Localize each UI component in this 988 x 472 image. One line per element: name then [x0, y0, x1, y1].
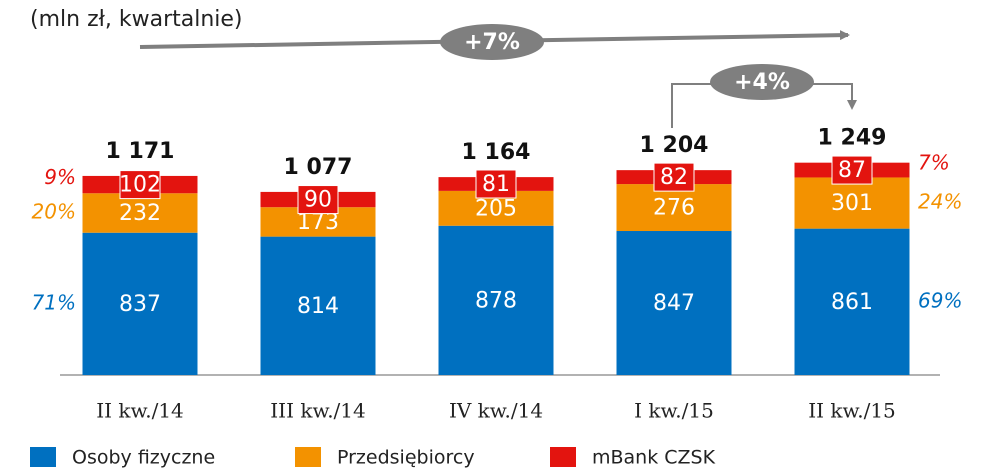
legend-label: Przedsiębiorcy [337, 447, 475, 469]
total-label: 1 204 [640, 133, 709, 158]
value-label: 205 [475, 196, 517, 221]
x-tick-label: I kw./15 [634, 399, 714, 423]
bar-segment [260, 236, 376, 375]
label-box [831, 155, 873, 185]
x-tick-label: II kw./14 [96, 399, 184, 423]
value-label: 81 [482, 172, 510, 197]
bar-segment [616, 184, 732, 232]
value-label: 82 [660, 165, 688, 190]
value-label: 847 [653, 291, 695, 316]
total-label: 1 077 [284, 155, 353, 180]
bar-segment [794, 177, 910, 229]
share-label: 69% [918, 288, 962, 312]
share-label: 9% [44, 165, 76, 189]
legend-label: mBank CZSK [592, 447, 716, 469]
share-label: 71% [32, 290, 76, 314]
label-box [119, 170, 161, 200]
total-label: 1 164 [462, 140, 531, 165]
value-label: 861 [831, 290, 873, 315]
bar-segment [82, 232, 198, 375]
legend-label: Osoby fizyczne [72, 447, 215, 469]
value-label: 276 [653, 196, 695, 221]
annotation-bubble [710, 64, 814, 100]
annotation: +7% [464, 30, 520, 55]
label-box [653, 162, 695, 192]
total-label: 1 171 [106, 139, 175, 164]
bar-segment [616, 231, 732, 375]
label-box [475, 169, 517, 199]
legend-swatch [295, 447, 321, 467]
x-tick-label: II kw./15 [808, 399, 896, 423]
x-tick-label: IV kw./14 [449, 399, 543, 423]
total-label: 1 249 [818, 126, 887, 151]
annotation-bubble [440, 24, 544, 60]
value-label: 173 [297, 210, 339, 235]
annotation: +4% [734, 70, 790, 95]
value-label: 837 [119, 292, 161, 317]
value-label: 90 [304, 188, 332, 213]
legend-swatch [550, 447, 576, 467]
value-label: 87 [838, 158, 866, 183]
share-label: 7% [918, 151, 950, 175]
legend-swatch [30, 447, 56, 467]
bar-segment [794, 228, 910, 375]
share-label: 24% [918, 190, 962, 214]
value-label: 878 [475, 288, 517, 313]
bar-segment [82, 193, 198, 233]
share-label: 20% [32, 199, 76, 223]
x-tick-label: III kw./14 [270, 399, 365, 423]
bar-segment [438, 225, 554, 375]
label-box [297, 185, 339, 215]
value-label: 102 [119, 173, 161, 198]
subtitle: (mln zł, kwartalnie) [30, 7, 243, 32]
value-label: 814 [297, 294, 339, 319]
value-label: 232 [119, 201, 161, 226]
value-label: 301 [831, 191, 873, 216]
